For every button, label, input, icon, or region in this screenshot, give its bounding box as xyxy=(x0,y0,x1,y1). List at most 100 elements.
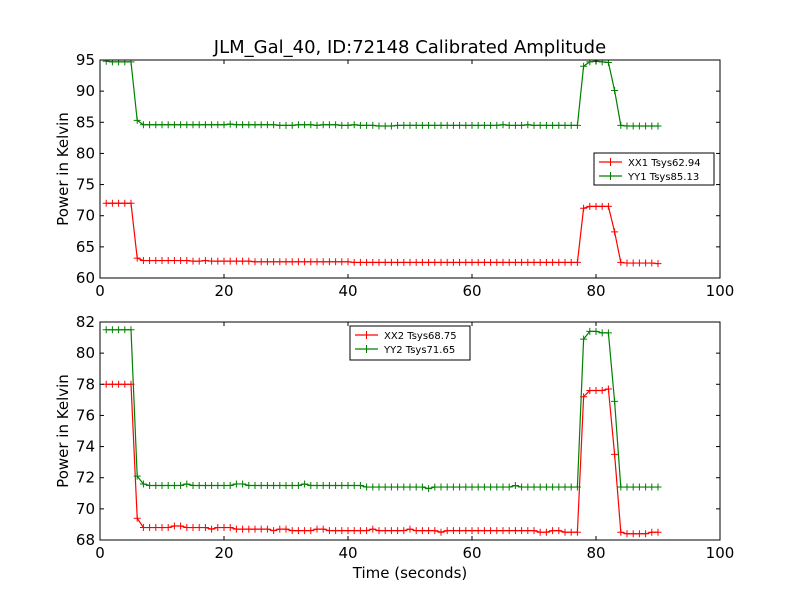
top-panel: 0 20 40 60 80 100 60 65 70 75 80 85 90 95 Power in Kel… xyxy=(54,51,734,300)
data-point xyxy=(232,257,240,265)
data-point xyxy=(245,257,253,265)
data-point xyxy=(493,121,501,129)
data-point xyxy=(623,530,631,538)
data-point xyxy=(561,121,569,129)
data-point xyxy=(164,482,172,489)
data-point xyxy=(629,483,637,491)
data-point xyxy=(108,199,116,207)
data-point xyxy=(363,483,371,491)
data-point xyxy=(400,483,408,491)
data-point xyxy=(183,480,191,488)
data-point xyxy=(294,121,302,129)
data-point xyxy=(276,121,284,129)
data-point xyxy=(654,122,662,130)
data-point xyxy=(344,527,352,535)
data-point xyxy=(623,483,631,491)
chart-title: JLM_Gal_40, ID:72148 Calibrated Amplitud… xyxy=(213,37,606,58)
data-point xyxy=(108,60,116,66)
data-point xyxy=(493,258,501,266)
data-point xyxy=(146,121,154,129)
legend-marker xyxy=(362,331,371,339)
data-point xyxy=(288,527,296,535)
data-point xyxy=(443,483,451,491)
data-point xyxy=(611,397,619,405)
data-point xyxy=(251,482,259,489)
data-point xyxy=(195,524,203,532)
data-point xyxy=(313,121,321,129)
data-point xyxy=(555,121,563,129)
data-point xyxy=(462,527,470,535)
data-point xyxy=(443,121,451,129)
data-point xyxy=(220,524,228,532)
data-point xyxy=(611,450,619,458)
data-point xyxy=(580,62,588,70)
legend-marker xyxy=(606,172,615,180)
data-point xyxy=(474,258,482,266)
data-point xyxy=(257,258,265,266)
data-point xyxy=(282,525,290,533)
x-tick-label: 40 xyxy=(338,544,357,562)
data-point xyxy=(356,121,364,129)
data-point xyxy=(301,121,309,129)
data-point xyxy=(332,482,340,489)
data-point xyxy=(431,527,439,535)
data-point xyxy=(642,530,650,538)
y-tick-label: 90 xyxy=(76,82,95,100)
data-point xyxy=(356,258,364,266)
data-point xyxy=(505,121,513,129)
data-point xyxy=(561,483,569,491)
data-point xyxy=(307,482,315,489)
data-point xyxy=(437,528,445,536)
data-point xyxy=(648,122,656,130)
data-point xyxy=(480,483,488,491)
data-point xyxy=(480,258,488,266)
data-point xyxy=(530,483,538,491)
data-point xyxy=(418,258,426,266)
data-point xyxy=(214,524,222,532)
data-point xyxy=(425,121,433,129)
data-point xyxy=(406,483,414,491)
bottom-panel: 0 20 40 60 80 100 68 70 72 74 76 78 80 82 Power in Kel… xyxy=(54,313,734,562)
data-point xyxy=(474,527,482,535)
data-point xyxy=(561,258,569,266)
data-point xyxy=(406,525,414,533)
data-point xyxy=(468,527,476,535)
data-point xyxy=(437,258,445,266)
data-point xyxy=(102,326,110,334)
data-point xyxy=(530,527,538,535)
data-point xyxy=(239,525,247,533)
data-point xyxy=(412,258,420,266)
data-point xyxy=(344,121,352,129)
data-point xyxy=(530,121,538,129)
legend-box xyxy=(349,325,471,361)
data-point xyxy=(635,122,643,130)
data-point xyxy=(139,121,147,129)
legend: XX2 Tsys68.75 YY2 Tsys71.65 xyxy=(349,325,471,361)
data-point xyxy=(288,258,296,266)
data-point xyxy=(468,258,476,266)
data-point xyxy=(635,530,643,538)
legend-label: XX2 Tsys68.75 xyxy=(384,331,457,342)
y-tick-label: 70 xyxy=(76,500,95,518)
data-point xyxy=(288,482,296,489)
data-point xyxy=(381,483,389,491)
x-tick-label: 80 xyxy=(586,282,605,300)
data-point xyxy=(158,482,166,489)
data-point xyxy=(437,121,445,129)
data-point xyxy=(189,524,197,532)
legend-marker xyxy=(606,158,615,166)
data-point xyxy=(586,60,594,66)
data-point xyxy=(549,258,557,266)
data-point xyxy=(319,525,327,533)
legend: XX1 Tsys62.94 YY1 Tsys85.13 xyxy=(593,152,715,186)
data-point xyxy=(363,527,371,535)
data-point xyxy=(195,121,203,129)
data-point xyxy=(449,527,457,535)
data-point xyxy=(648,528,656,536)
data-point xyxy=(592,202,600,210)
plot-area xyxy=(102,326,662,538)
data-point xyxy=(487,483,495,491)
data-point xyxy=(648,483,656,491)
data-point xyxy=(301,480,309,488)
data-point xyxy=(654,483,662,491)
